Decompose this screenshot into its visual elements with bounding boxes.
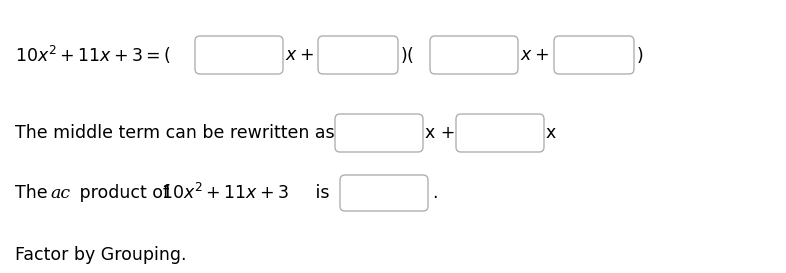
- FancyBboxPatch shape: [554, 36, 634, 74]
- Text: $)$: $)$: [636, 45, 643, 65]
- Text: The: The: [15, 184, 53, 202]
- Text: x: x: [546, 124, 556, 142]
- Text: $)($: $)($: [400, 45, 414, 65]
- FancyBboxPatch shape: [340, 175, 428, 211]
- Text: is: is: [310, 184, 329, 202]
- Text: .: .: [432, 184, 438, 202]
- FancyBboxPatch shape: [430, 36, 518, 74]
- FancyBboxPatch shape: [318, 36, 398, 74]
- Text: Factor by Grouping.: Factor by Grouping.: [15, 246, 186, 264]
- FancyBboxPatch shape: [335, 114, 423, 152]
- Text: $10x^2 + 11x + 3 = ($: $10x^2 + 11x + 3 = ($: [15, 44, 171, 66]
- Text: x +: x +: [425, 124, 455, 142]
- Text: The middle term can be rewritten as: The middle term can be rewritten as: [15, 124, 335, 142]
- Text: $x +$: $x +$: [520, 46, 549, 64]
- Text: product of: product of: [74, 184, 174, 202]
- Text: ac: ac: [50, 185, 70, 201]
- Text: $10x^2 + 11x + 3$: $10x^2 + 11x + 3$: [161, 183, 289, 203]
- Text: $x +$: $x +$: [285, 46, 314, 64]
- FancyBboxPatch shape: [195, 36, 283, 74]
- FancyBboxPatch shape: [456, 114, 544, 152]
